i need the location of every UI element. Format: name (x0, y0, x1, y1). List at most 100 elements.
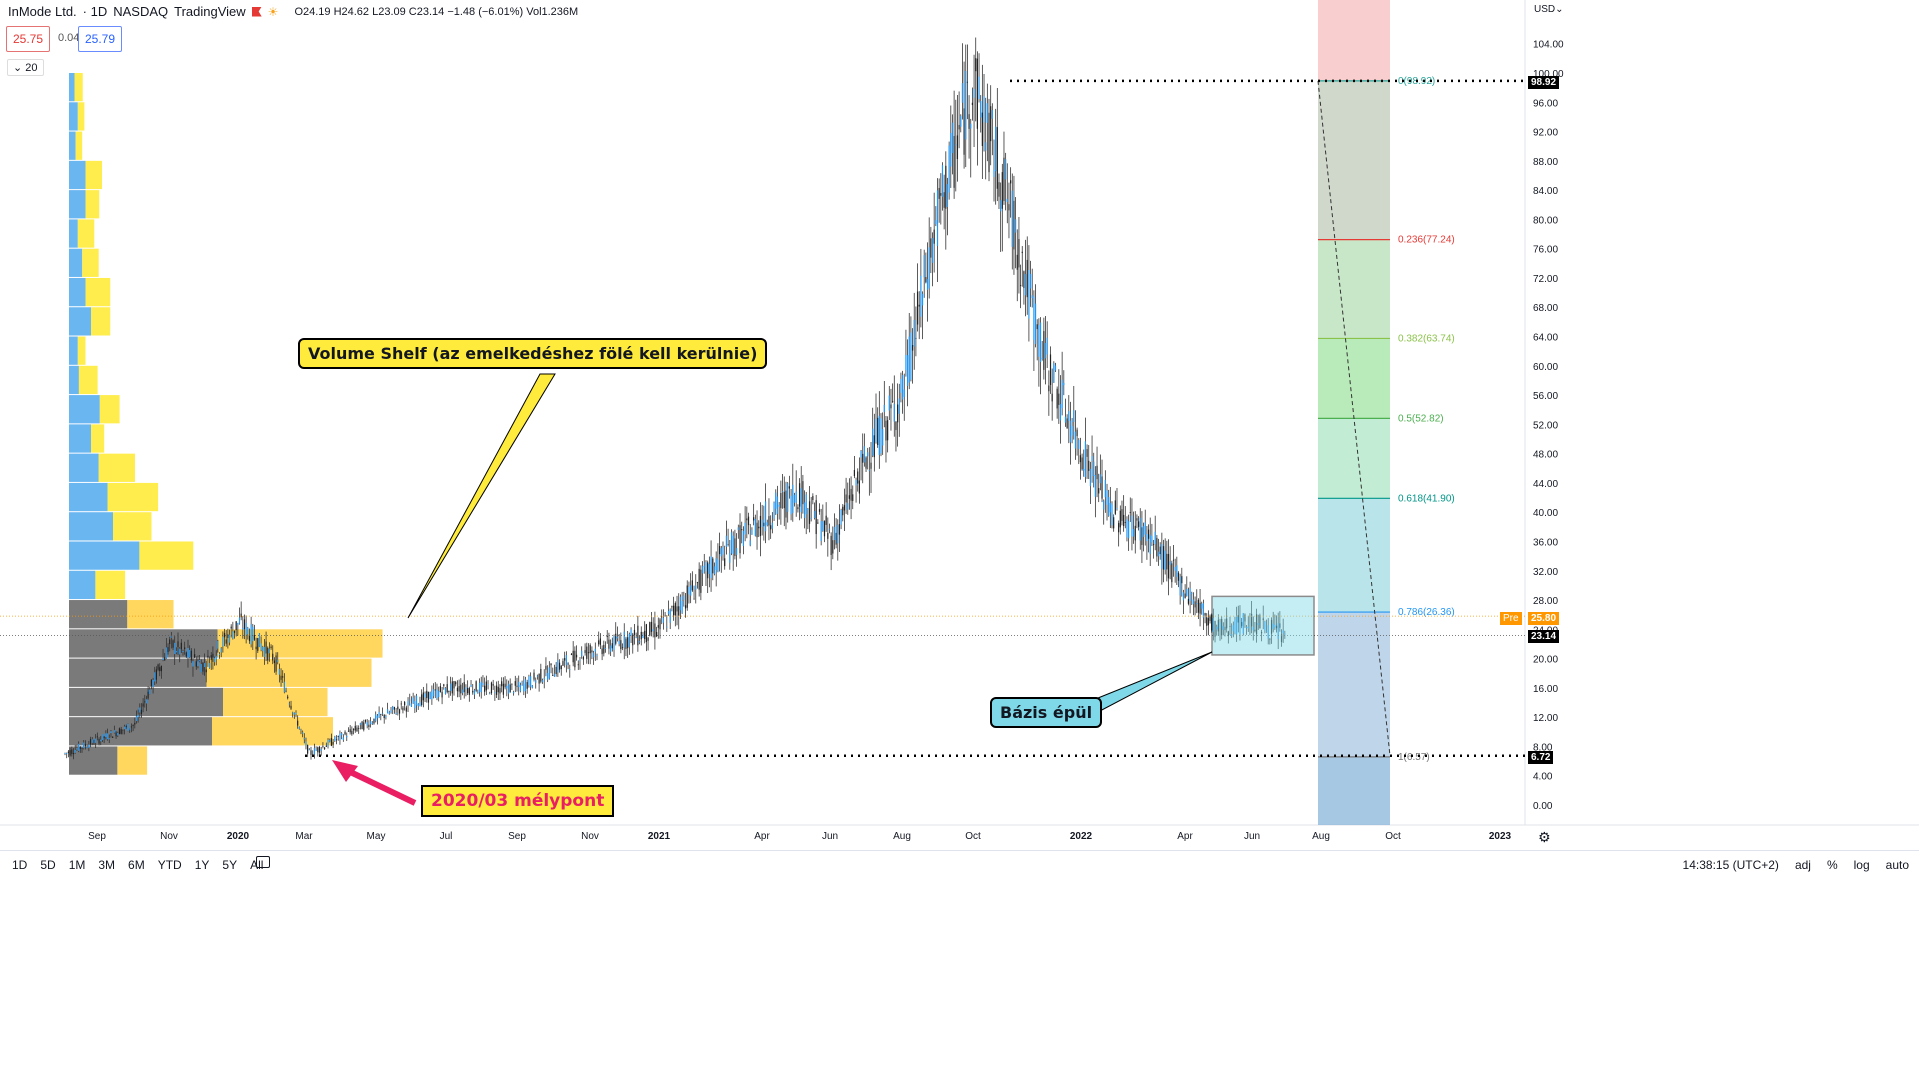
candle-body (644, 630, 646, 640)
candle-body (1141, 527, 1143, 546)
candle-body (785, 490, 787, 518)
candle-body (1003, 157, 1005, 202)
pre-label-tag: Pre (1500, 612, 1522, 625)
candle-body (1151, 535, 1153, 543)
candle-body (103, 736, 105, 738)
candle-body (587, 652, 590, 654)
candle-body (1126, 519, 1128, 538)
volume-shelf-callout[interactable]: Volume Shelf (az emelkedéshez fölé kell … (298, 338, 768, 369)
candle-body (867, 452, 869, 457)
fib-level-label: 1(6.57) (1398, 752, 1430, 763)
candle-body (144, 701, 146, 703)
candle-body (512, 691, 515, 694)
candle-body (84, 744, 87, 747)
candle-body (1010, 180, 1012, 184)
candle-body (693, 598, 695, 600)
candle-body (913, 319, 915, 347)
candle-body (918, 304, 920, 307)
volume-profile-rows: 20 (25, 62, 38, 74)
candle-body (1038, 325, 1040, 357)
candle-body (1116, 508, 1118, 510)
candle-body (720, 548, 722, 557)
candle-body (154, 672, 156, 682)
gear-icon[interactable]: ⚙ (1538, 829, 1551, 845)
candle-body (981, 112, 983, 146)
candle-body (120, 729, 122, 734)
candle-body (1237, 615, 1239, 623)
candle-body (941, 165, 944, 197)
candle-body (528, 676, 530, 686)
interval-label[interactable]: · 1D (82, 4, 108, 19)
candle-body (696, 582, 699, 584)
candle-body (106, 733, 109, 740)
candle-body (414, 701, 416, 709)
candle-body (960, 115, 962, 127)
candle-body (79, 746, 81, 749)
percent-toggle[interactable]: % (1826, 858, 1838, 872)
price-tick-label: 48.00 (1533, 450, 1558, 461)
candle-body (860, 450, 862, 458)
candle-body (320, 749, 322, 751)
candle-body (608, 639, 610, 649)
bid-price[interactable]: 25.75 (6, 26, 51, 52)
candle-body (213, 658, 216, 663)
candle-body (252, 626, 254, 642)
range-1m[interactable]: 1M (68, 858, 86, 872)
candle-body (140, 709, 143, 715)
adj-toggle[interactable]: adj (1794, 858, 1811, 872)
brand-label: TradingView (174, 4, 246, 19)
log-toggle[interactable]: log (1853, 858, 1870, 872)
range-1d[interactable]: 1D (12, 858, 28, 872)
candle-body (797, 507, 799, 510)
range-5d[interactable]: 5D (40, 858, 56, 872)
currency-selector[interactable]: USD⌄ (1534, 4, 1564, 15)
range-3m[interactable]: 3M (98, 858, 116, 872)
base-callout[interactable]: Bázis épül (990, 697, 1103, 728)
price-chart[interactable]: 104.00 100.00 96.00 92.00 88.00 84.00 80.00 76.… (0, 0, 1919, 850)
clock-time[interactable]: 14:38:15 (UTC+2) (1682, 858, 1779, 872)
candle-body (1186, 588, 1188, 596)
candle-body (470, 684, 472, 687)
symbol-name[interactable]: InMode Ltd. (8, 4, 77, 19)
candle-body (1226, 618, 1228, 629)
calendar-icon[interactable] (256, 856, 270, 868)
candle-body (385, 715, 387, 718)
candle-body (730, 532, 733, 554)
candle-body (1028, 269, 1030, 319)
ask-price[interactable]: 25.79 (78, 26, 123, 52)
candle-body (250, 624, 252, 645)
candle-body (415, 695, 418, 706)
candle-body (1219, 622, 1221, 629)
candle-body (781, 491, 784, 493)
price-tick-label: 88.00 (1533, 157, 1558, 168)
fib-zone-top (1318, 0, 1390, 81)
price-tick-label: 12.00 (1533, 713, 1558, 724)
price-tick-label: 44.00 (1533, 479, 1558, 490)
low-point-callout[interactable]: 2020/03 mélypont (421, 785, 615, 817)
price-tick-label: 28.00 (1533, 596, 1558, 607)
candle-body (272, 653, 274, 661)
candle-body (388, 712, 390, 714)
auto-toggle[interactable]: auto (1885, 858, 1909, 872)
volume-profile-up-bar (69, 600, 128, 629)
candle-body (971, 102, 973, 106)
range-5y[interactable]: 5Y (222, 858, 238, 872)
candle-body (807, 509, 809, 511)
candle-body (100, 739, 102, 742)
range-1y[interactable]: 1Y (194, 858, 210, 872)
range-6m[interactable]: 6M (128, 858, 145, 872)
candle-body (400, 703, 402, 705)
price-tick-label: 96.00 (1533, 98, 1558, 109)
price-tick-label: 52.00 (1533, 420, 1558, 431)
candle-body (669, 609, 671, 623)
candle-body (110, 731, 112, 734)
candle-body (1024, 274, 1027, 296)
candle-body (710, 556, 712, 579)
candle-body (190, 650, 192, 661)
range-ytd[interactable]: YTD (157, 858, 182, 872)
candle-body (837, 524, 839, 544)
candle-body (594, 648, 596, 652)
volume-profile-up-bar (69, 482, 108, 512)
volume-profile-toggle[interactable]: ⌄ 20 (7, 59, 44, 76)
